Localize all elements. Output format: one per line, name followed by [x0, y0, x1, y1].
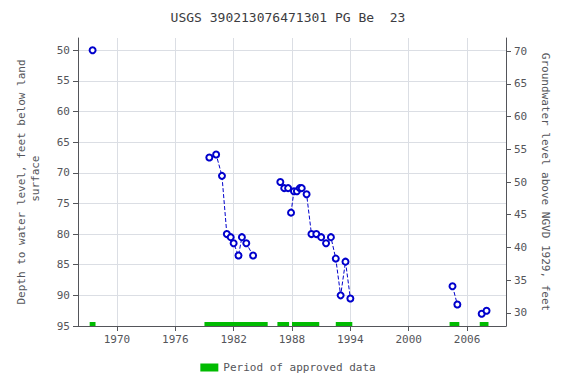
svg-text:50: 50: [57, 44, 70, 57]
svg-text:2000: 2000: [395, 333, 422, 346]
svg-text:40: 40: [514, 241, 527, 254]
svg-text:1982: 1982: [220, 333, 247, 346]
svg-text:1994: 1994: [337, 333, 364, 346]
svg-text:65: 65: [514, 77, 527, 90]
svg-text:90: 90: [57, 289, 70, 302]
svg-text:Period of approved data: Period of approved data: [223, 361, 375, 374]
svg-text:60: 60: [57, 105, 70, 118]
svg-text:1976: 1976: [162, 333, 189, 346]
svg-text:50: 50: [514, 176, 527, 189]
svg-text:45: 45: [514, 208, 527, 221]
svg-text:55: 55: [57, 74, 70, 87]
svg-text:55: 55: [514, 143, 527, 156]
svg-text:70: 70: [57, 166, 70, 179]
svg-text:Groundwater level above NGVD 1: Groundwater level above NGVD 1929, feet: [539, 53, 552, 311]
svg-text:75: 75: [57, 197, 70, 210]
svg-text:95: 95: [57, 320, 70, 333]
svg-text:85: 85: [57, 258, 70, 271]
svg-text:80: 80: [57, 228, 70, 241]
svg-text:35: 35: [514, 274, 527, 287]
svg-text:60: 60: [514, 110, 527, 123]
svg-text:Depth to water level, feet bel: Depth to water level, feet below land: [15, 59, 28, 304]
svg-text:1970: 1970: [104, 333, 131, 346]
svg-text:65: 65: [57, 136, 70, 149]
svg-text:surface: surface: [29, 156, 42, 209]
svg-text:USGS 390213076471301 PG Be 23: USGS 390213076471301 PG Be 23: [171, 10, 406, 25]
svg-text:30: 30: [514, 306, 527, 319]
svg-text:70: 70: [514, 45, 527, 58]
svg-text:2006: 2006: [454, 333, 481, 346]
svg-text:1988: 1988: [279, 333, 306, 346]
